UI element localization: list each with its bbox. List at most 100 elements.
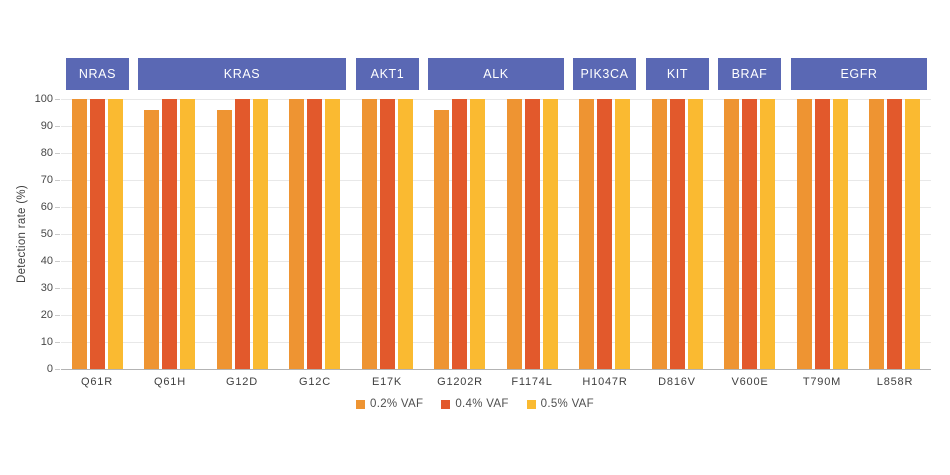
bar-d816v-0.4vaf bbox=[670, 99, 685, 369]
x-label-g12d: G12D bbox=[226, 376, 258, 388]
y-tick-label-20: 20 bbox=[40, 309, 53, 321]
bar-g1202r-0.4vaf bbox=[452, 99, 467, 369]
bar-g12d-0.5vaf bbox=[253, 99, 268, 369]
y-tick-label-60: 60 bbox=[40, 201, 53, 213]
bar-l858r-0.2vaf bbox=[869, 99, 884, 369]
y-tick-label-70: 70 bbox=[40, 174, 53, 186]
x-label-q61r: Q61R bbox=[81, 376, 113, 388]
y-tick-label-100: 100 bbox=[34, 93, 53, 105]
y-tick-label-0: 0 bbox=[46, 363, 53, 375]
y-tick-70 bbox=[55, 180, 60, 181]
y-tick-100 bbox=[55, 99, 60, 100]
y-tick-40 bbox=[55, 261, 60, 262]
bar-t790m-0.4vaf bbox=[815, 99, 830, 369]
gridline-90 bbox=[61, 126, 931, 127]
y-tick-label-90: 90 bbox=[40, 120, 53, 132]
bar-d816v-0.2vaf bbox=[652, 99, 667, 369]
bar-f1174l-0.2vaf bbox=[507, 99, 522, 369]
legend-label: 0.4% VAF bbox=[455, 398, 509, 410]
x-label-f1174l: F1174L bbox=[511, 376, 553, 388]
gene-header-alk: ALK bbox=[428, 58, 564, 90]
bar-t790m-0.2vaf bbox=[797, 99, 812, 369]
gene-header-pik3ca: PIK3CA bbox=[573, 58, 636, 90]
y-tick-90 bbox=[55, 126, 60, 127]
gridline-60 bbox=[61, 207, 931, 208]
legend-label: 0.2% VAF bbox=[370, 398, 424, 410]
y-tick-80 bbox=[55, 153, 60, 154]
bar-v600e-0.4vaf bbox=[742, 99, 757, 369]
legend-swatch-icon bbox=[441, 399, 451, 409]
legend-item-0.4vaf: 0.4% VAF bbox=[441, 398, 508, 410]
y-tick-label-80: 80 bbox=[40, 147, 53, 159]
bar-q61h-0.5vaf bbox=[180, 99, 195, 369]
bar-e17k-0.2vaf bbox=[362, 99, 377, 369]
x-label-h1047r: H1047R bbox=[582, 376, 628, 388]
bar-d816v-0.5vaf bbox=[688, 99, 703, 369]
bar-q61r-0.2vaf bbox=[72, 99, 87, 369]
x-label-q61h: Q61H bbox=[154, 376, 186, 388]
y-tick-50 bbox=[55, 234, 60, 235]
bar-t790m-0.5vaf bbox=[833, 99, 848, 369]
bar-g12c-0.5vaf bbox=[325, 99, 340, 369]
gridline-50 bbox=[61, 234, 931, 235]
bar-g1202r-0.2vaf bbox=[434, 110, 449, 369]
bar-h1047r-0.2vaf bbox=[579, 99, 594, 369]
y-tick-20 bbox=[55, 315, 60, 316]
gridline-70 bbox=[61, 180, 931, 181]
gridline-30 bbox=[61, 288, 931, 289]
bar-e17k-0.5vaf bbox=[398, 99, 413, 369]
bar-g12d-0.2vaf bbox=[217, 110, 232, 369]
x-label-v600e: V600E bbox=[731, 376, 769, 388]
x-label-e17k: E17K bbox=[371, 376, 403, 388]
legend-swatch-icon bbox=[356, 399, 365, 409]
x-label-l858r: L858R bbox=[876, 376, 914, 388]
gridline-10 bbox=[61, 342, 931, 343]
bar-g12d-0.4vaf bbox=[235, 99, 250, 369]
legend-item-0.5vaf: 0.5% VAF bbox=[526, 398, 594, 410]
gridline-80 bbox=[61, 153, 931, 154]
bar-q61r-0.4vaf bbox=[90, 99, 105, 369]
gene-header-kras: KRAS bbox=[138, 58, 346, 90]
gridline-0 bbox=[61, 369, 931, 370]
bar-e17k-0.4vaf bbox=[380, 99, 395, 369]
y-tick-0 bbox=[55, 369, 60, 370]
y-tick-label-10: 10 bbox=[40, 336, 53, 348]
bar-l858r-0.4vaf bbox=[887, 99, 902, 369]
bar-q61r-0.5vaf bbox=[108, 99, 123, 369]
legend-swatch-icon bbox=[526, 399, 536, 409]
bar-g1202r-0.5vaf bbox=[470, 99, 485, 369]
bar-g12c-0.2vaf bbox=[289, 99, 304, 369]
y-tick-30 bbox=[55, 288, 60, 289]
gridline-100 bbox=[61, 99, 931, 100]
bar-f1174l-0.5vaf bbox=[543, 99, 558, 369]
y-tick-60 bbox=[55, 207, 60, 208]
bar-f1174l-0.4vaf bbox=[525, 99, 540, 369]
gridline-40 bbox=[61, 261, 931, 262]
bar-h1047r-0.4vaf bbox=[597, 99, 612, 369]
gene-header-egfr: EGFR bbox=[791, 58, 927, 90]
bar-v600e-0.2vaf bbox=[724, 99, 739, 369]
legend-label: 0.5% VAF bbox=[540, 398, 594, 410]
gene-header-braf: BRAF bbox=[718, 58, 781, 90]
y-tick-label-40: 40 bbox=[40, 255, 53, 267]
x-label-t790m: T790M bbox=[802, 376, 842, 388]
x-label-g12c: G12C bbox=[299, 376, 331, 388]
gene-header-akt1: AKT1 bbox=[356, 58, 419, 90]
x-label-g1202r: G1202R bbox=[437, 376, 483, 388]
chart-legend: 0.2% VAF 0.4% VAF 0.5% VAF bbox=[0, 398, 950, 410]
x-label-d816v: D816V bbox=[658, 376, 696, 388]
bar-v600e-0.5vaf bbox=[760, 99, 775, 369]
bar-g12c-0.4vaf bbox=[307, 99, 322, 369]
bar-q61h-0.4vaf bbox=[162, 99, 177, 369]
bar-l858r-0.5vaf bbox=[905, 99, 920, 369]
bar-q61h-0.2vaf bbox=[144, 110, 159, 369]
gene-header-nras: NRAS bbox=[66, 58, 129, 90]
gene-header-kit: KIT bbox=[646, 58, 709, 90]
legend-item-0.2vaf: 0.2% VAF bbox=[356, 398, 423, 410]
bar-h1047r-0.5vaf bbox=[615, 99, 630, 369]
y-tick-10 bbox=[55, 342, 60, 343]
gridline-20 bbox=[61, 315, 931, 316]
y-tick-label-30: 30 bbox=[40, 282, 53, 294]
y-tick-label-50: 50 bbox=[40, 228, 53, 240]
